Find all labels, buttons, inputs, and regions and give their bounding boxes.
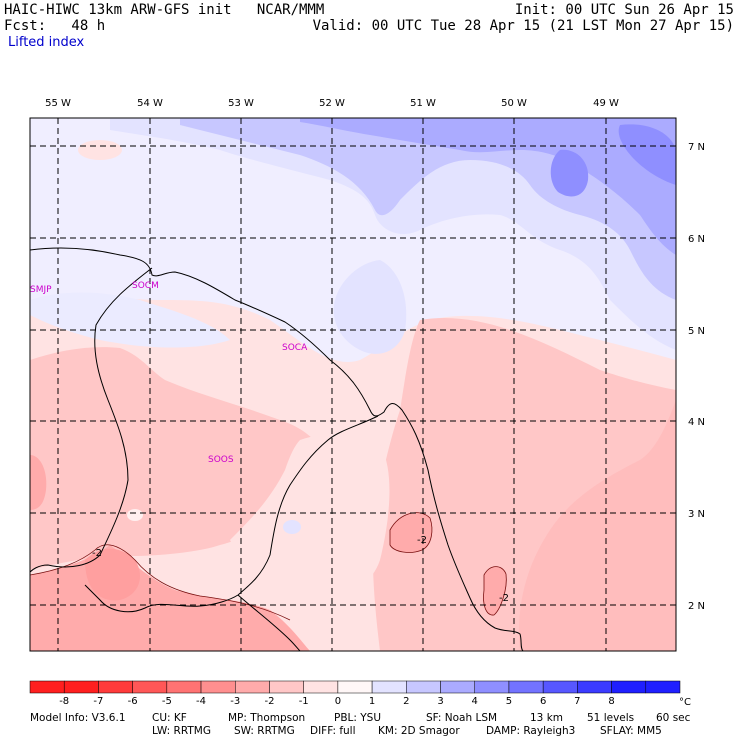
lat-label: 6 N (688, 234, 705, 245)
colorbar-tick-label: -4 (196, 696, 206, 707)
station-label: SOOS (208, 455, 234, 465)
coastline-and-borders (30, 247, 524, 651)
contour-label: -2 (92, 548, 102, 559)
colorbar-tick-label: 3 (437, 696, 443, 707)
footer-km: KM: 2D Smagor (378, 725, 460, 737)
colorbar-swatch (303, 680, 339, 694)
init-time: Init: 00 UTC Sun 26 Apr 15 (514, 2, 734, 18)
colorbar-tick-label: 6 (540, 696, 546, 707)
field-name: Lifted index (8, 35, 85, 50)
lat-label: 4 N (688, 417, 705, 428)
longitude-labels: 55 W 54 W 53 W 52 W 51 W 50 W 49 W (45, 98, 619, 109)
colorbar-tick-label: 8 (608, 696, 614, 707)
colorbar (29, 680, 681, 694)
footer-diff: DIFF: full (310, 725, 356, 737)
lat-label: 3 N (688, 509, 705, 520)
colorbar-swatch (269, 680, 304, 694)
colorbar-unit: °C (679, 697, 691, 708)
lon-label: 52 W (319, 98, 345, 109)
colorbar-swatch (29, 680, 65, 694)
colorbar-swatch (371, 680, 407, 694)
footer-timestep: 60 sec (656, 712, 691, 724)
colorbar-swatch (337, 680, 373, 694)
colorbar-tick-label: 5 (506, 696, 512, 707)
station-label: SOCM (132, 281, 159, 291)
footer-levels: 51 levels (587, 712, 635, 724)
latitude-labels: 7 N 6 N 5 N 4 N 3 N 2 N (688, 142, 705, 612)
lon-label: 49 W (593, 98, 619, 109)
contour-value-labels: -2 -2 -2 (92, 535, 509, 604)
colorbar-swatch (440, 680, 475, 694)
footer-model-info: Model Info: V3.6.1 (30, 712, 126, 724)
lon-label: 51 W (410, 98, 436, 109)
footer-sf: SF: Noah LSM (426, 712, 498, 724)
lifted-index-field (30, 118, 676, 651)
colorbar-swatch (166, 680, 202, 694)
colorbar-tick-label: 1 (369, 696, 375, 707)
footer-mp: MP: Thompson (228, 712, 306, 724)
footer-sflay: SFLAY: MM5 (600, 725, 662, 737)
model-title: HAIC-HIWC 13km ARW-GFS init NCAR/MMM (4, 2, 325, 18)
colorbar-tick-label: 4 (472, 696, 478, 707)
colorbar-swatch (577, 680, 612, 694)
lat-label: 2 N (688, 601, 705, 612)
colorbar-tick-label: 7 (574, 696, 580, 707)
station-label: SMJP (30, 285, 52, 295)
colorbar-tick-label: -8 (59, 696, 69, 707)
colorbar-tick-label: 0 (335, 696, 341, 707)
colorbar-swatch (132, 680, 168, 694)
colorbar-tick-label: -2 (264, 696, 274, 707)
colorbar-tick-labels: -8 -7 -6 -5 -4 -3 -2 -1 0 1 2 3 4 5 6 7 8 (59, 696, 615, 707)
colorbar-swatch (406, 680, 441, 694)
colorbar-tick-label: 2 (403, 696, 409, 707)
colorbar-swatch (235, 680, 270, 694)
colorbar-tick-label: -5 (162, 696, 172, 707)
map-frame (29, 117, 677, 652)
station-labels: SMJP SOCM SOCA SOOS (30, 281, 308, 465)
lat-label: 7 N (688, 142, 705, 153)
footer-pbl: PBL: YSU (334, 712, 382, 724)
colorbar-swatch (63, 680, 99, 694)
lat-lon-grid (30, 118, 676, 651)
footer-cu: CU: KF (152, 712, 187, 724)
station-label: SOCA (282, 343, 308, 353)
lon-label: 50 W (501, 98, 527, 109)
lon-label: 54 W (137, 98, 163, 109)
colorbar-swatch (200, 680, 236, 694)
lon-label: 55 W (45, 98, 71, 109)
colorbar-tick-label: -3 (230, 696, 240, 707)
colorbar-swatch (645, 680, 681, 694)
valid-time: Valid: 00 UTC Tue 28 Apr 15 (21 LST Mon … (312, 18, 734, 34)
contour-label: -2 (499, 593, 509, 604)
footer-damp: DAMP: Rayleigh3 (486, 725, 576, 737)
contour-label: -2 (417, 535, 427, 546)
colorbar-swatch (542, 680, 578, 694)
colorbar-swatch (611, 680, 647, 694)
footer-lw: LW: RRTMG (152, 725, 211, 737)
footer-sw: SW: RRTMG (234, 725, 295, 737)
colorbar-swatch (474, 680, 510, 694)
lon-label: 53 W (228, 98, 254, 109)
colorbar-tick-label: -7 (93, 696, 103, 707)
lat-label: 5 N (688, 326, 705, 337)
colorbar-swatch (98, 680, 133, 694)
colorbar-tick-label: -1 (299, 696, 309, 707)
forecast-hour: Fcst: 48 h (4, 18, 106, 34)
colorbar-tick-label: -6 (128, 696, 138, 707)
colorbar-swatch (508, 680, 544, 694)
footer-resolution: 13 km (530, 712, 564, 724)
